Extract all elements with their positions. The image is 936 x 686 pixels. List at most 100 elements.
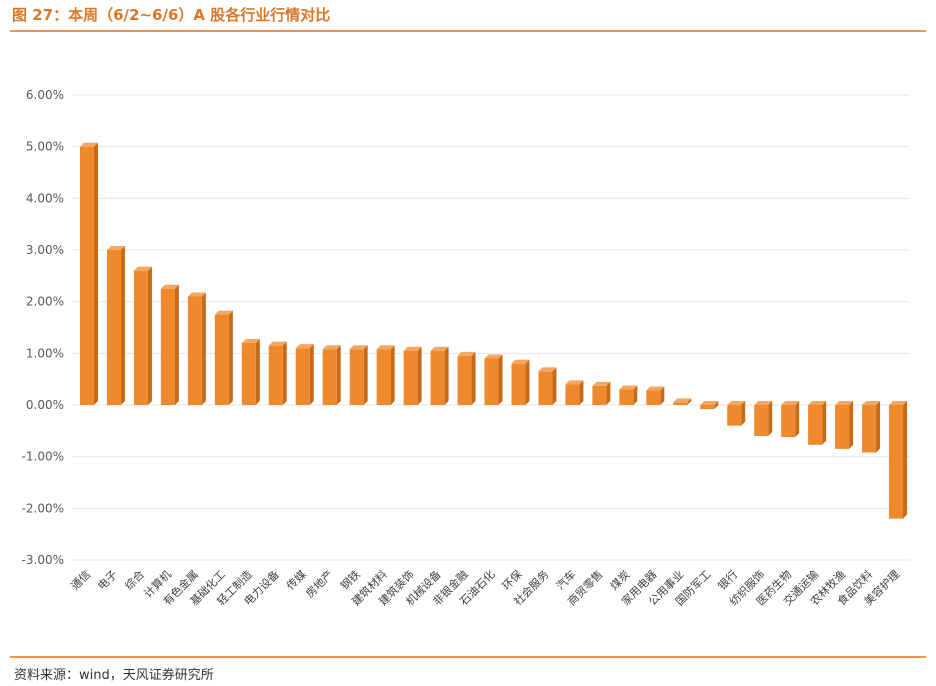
bar: [700, 401, 719, 410]
bar-side: [94, 142, 98, 405]
bar-front: [241, 343, 256, 405]
bar-side: [795, 401, 800, 438]
bar-side: [147, 266, 152, 405]
bar-side: [633, 385, 638, 405]
bar-front: [673, 402, 688, 405]
y-tick-label: 1.00%: [26, 346, 64, 360]
bar: [268, 341, 287, 405]
bar-front: [862, 405, 877, 453]
bar-front: [889, 405, 904, 519]
bar: [241, 339, 260, 405]
bar-top: [592, 381, 611, 386]
bar-top: [241, 339, 260, 343]
bar-side: [822, 401, 827, 445]
bar-side: [849, 401, 854, 449]
bar: [106, 246, 125, 405]
bar-top: [700, 401, 719, 405]
y-tick-label: 4.00%: [26, 191, 64, 205]
bar: [673, 398, 692, 405]
bar-front: [511, 363, 526, 405]
bar-chart: 6.00% 5.00% 4.00% 3.00% 2.00% 1.00% 0.00% -1.00…: [22, 88, 910, 608]
bar-side: [525, 359, 530, 405]
bar-front: [106, 250, 121, 405]
bar-front: [646, 390, 661, 405]
bar-front: [700, 405, 715, 410]
y-tick-label: 5.00%: [26, 140, 64, 154]
bar-top: [133, 266, 152, 271]
bar-top: [835, 401, 854, 405]
bar-top: [889, 401, 908, 405]
bar-top: [268, 341, 287, 346]
bar-front: [781, 405, 796, 438]
bar-side: [309, 344, 314, 405]
bar-side: [606, 381, 611, 405]
bar: [187, 292, 206, 405]
bar: [133, 266, 152, 405]
bar-top: [457, 351, 476, 356]
bar: [160, 284, 179, 405]
bar: [322, 345, 341, 405]
bar: [484, 354, 503, 405]
bar-side: [444, 346, 449, 405]
bar-front: [565, 384, 580, 405]
y-tick-label: -3.00%: [22, 553, 64, 567]
bar: [565, 380, 584, 405]
bar-top: [430, 346, 449, 351]
bar-top: [781, 401, 800, 405]
bar: [862, 401, 881, 453]
bar-side: [741, 401, 746, 426]
top-divider: [10, 30, 926, 32]
bar-side: [687, 398, 692, 405]
bar-side: [768, 401, 773, 436]
bar-top: [322, 345, 341, 350]
bar-top: [727, 401, 746, 405]
bar-top: [484, 354, 503, 359]
y-tick-label: -1.00%: [22, 450, 64, 464]
bar: [430, 346, 449, 405]
bar-side: [579, 380, 584, 405]
bar-top: [349, 345, 368, 350]
bar: [295, 344, 314, 405]
bar-side: [903, 401, 908, 519]
x-tick-label: 通信: [68, 568, 93, 593]
chart-title: 图 27：本周（6/2~6/6）A 股各行业行情对比: [12, 6, 331, 24]
bar: [781, 401, 800, 438]
bar-side: [876, 401, 881, 453]
bar-front: [403, 350, 418, 405]
bar-front: [457, 355, 472, 405]
bar-top: [862, 401, 881, 405]
bar-front: [80, 146, 94, 405]
bar-top: [619, 385, 638, 390]
bar-front: [835, 405, 850, 449]
bar: [376, 345, 395, 405]
bar-top: [187, 292, 206, 297]
bar-front: [268, 345, 283, 405]
bar-top: [673, 398, 692, 403]
bar-side: [552, 367, 557, 405]
bar-top: [106, 246, 125, 250]
bar-side: [174, 284, 179, 405]
bar: [754, 401, 773, 436]
bar-top: [511, 359, 530, 364]
bar-top: [295, 344, 314, 349]
bar-front: [484, 358, 499, 405]
bar-side: [282, 341, 287, 405]
bar-side: [390, 345, 395, 405]
bar-top: [646, 386, 665, 391]
y-tick-label: 0.00%: [26, 398, 64, 412]
bar-side: [201, 292, 206, 405]
bar: [835, 401, 854, 449]
bar-front: [754, 405, 769, 436]
bar-front: [349, 349, 364, 405]
bar-top: [376, 345, 395, 350]
bar: [646, 386, 665, 405]
x-tick-label: 房地产: [303, 567, 336, 600]
bar: [80, 142, 98, 405]
x-tick-label: 电子: [95, 568, 120, 593]
bar-front: [295, 348, 310, 405]
bar: [592, 381, 611, 405]
bar-top: [754, 401, 773, 405]
bar-front: [592, 385, 607, 405]
bar-side: [120, 246, 125, 405]
bar-front: [619, 389, 634, 405]
